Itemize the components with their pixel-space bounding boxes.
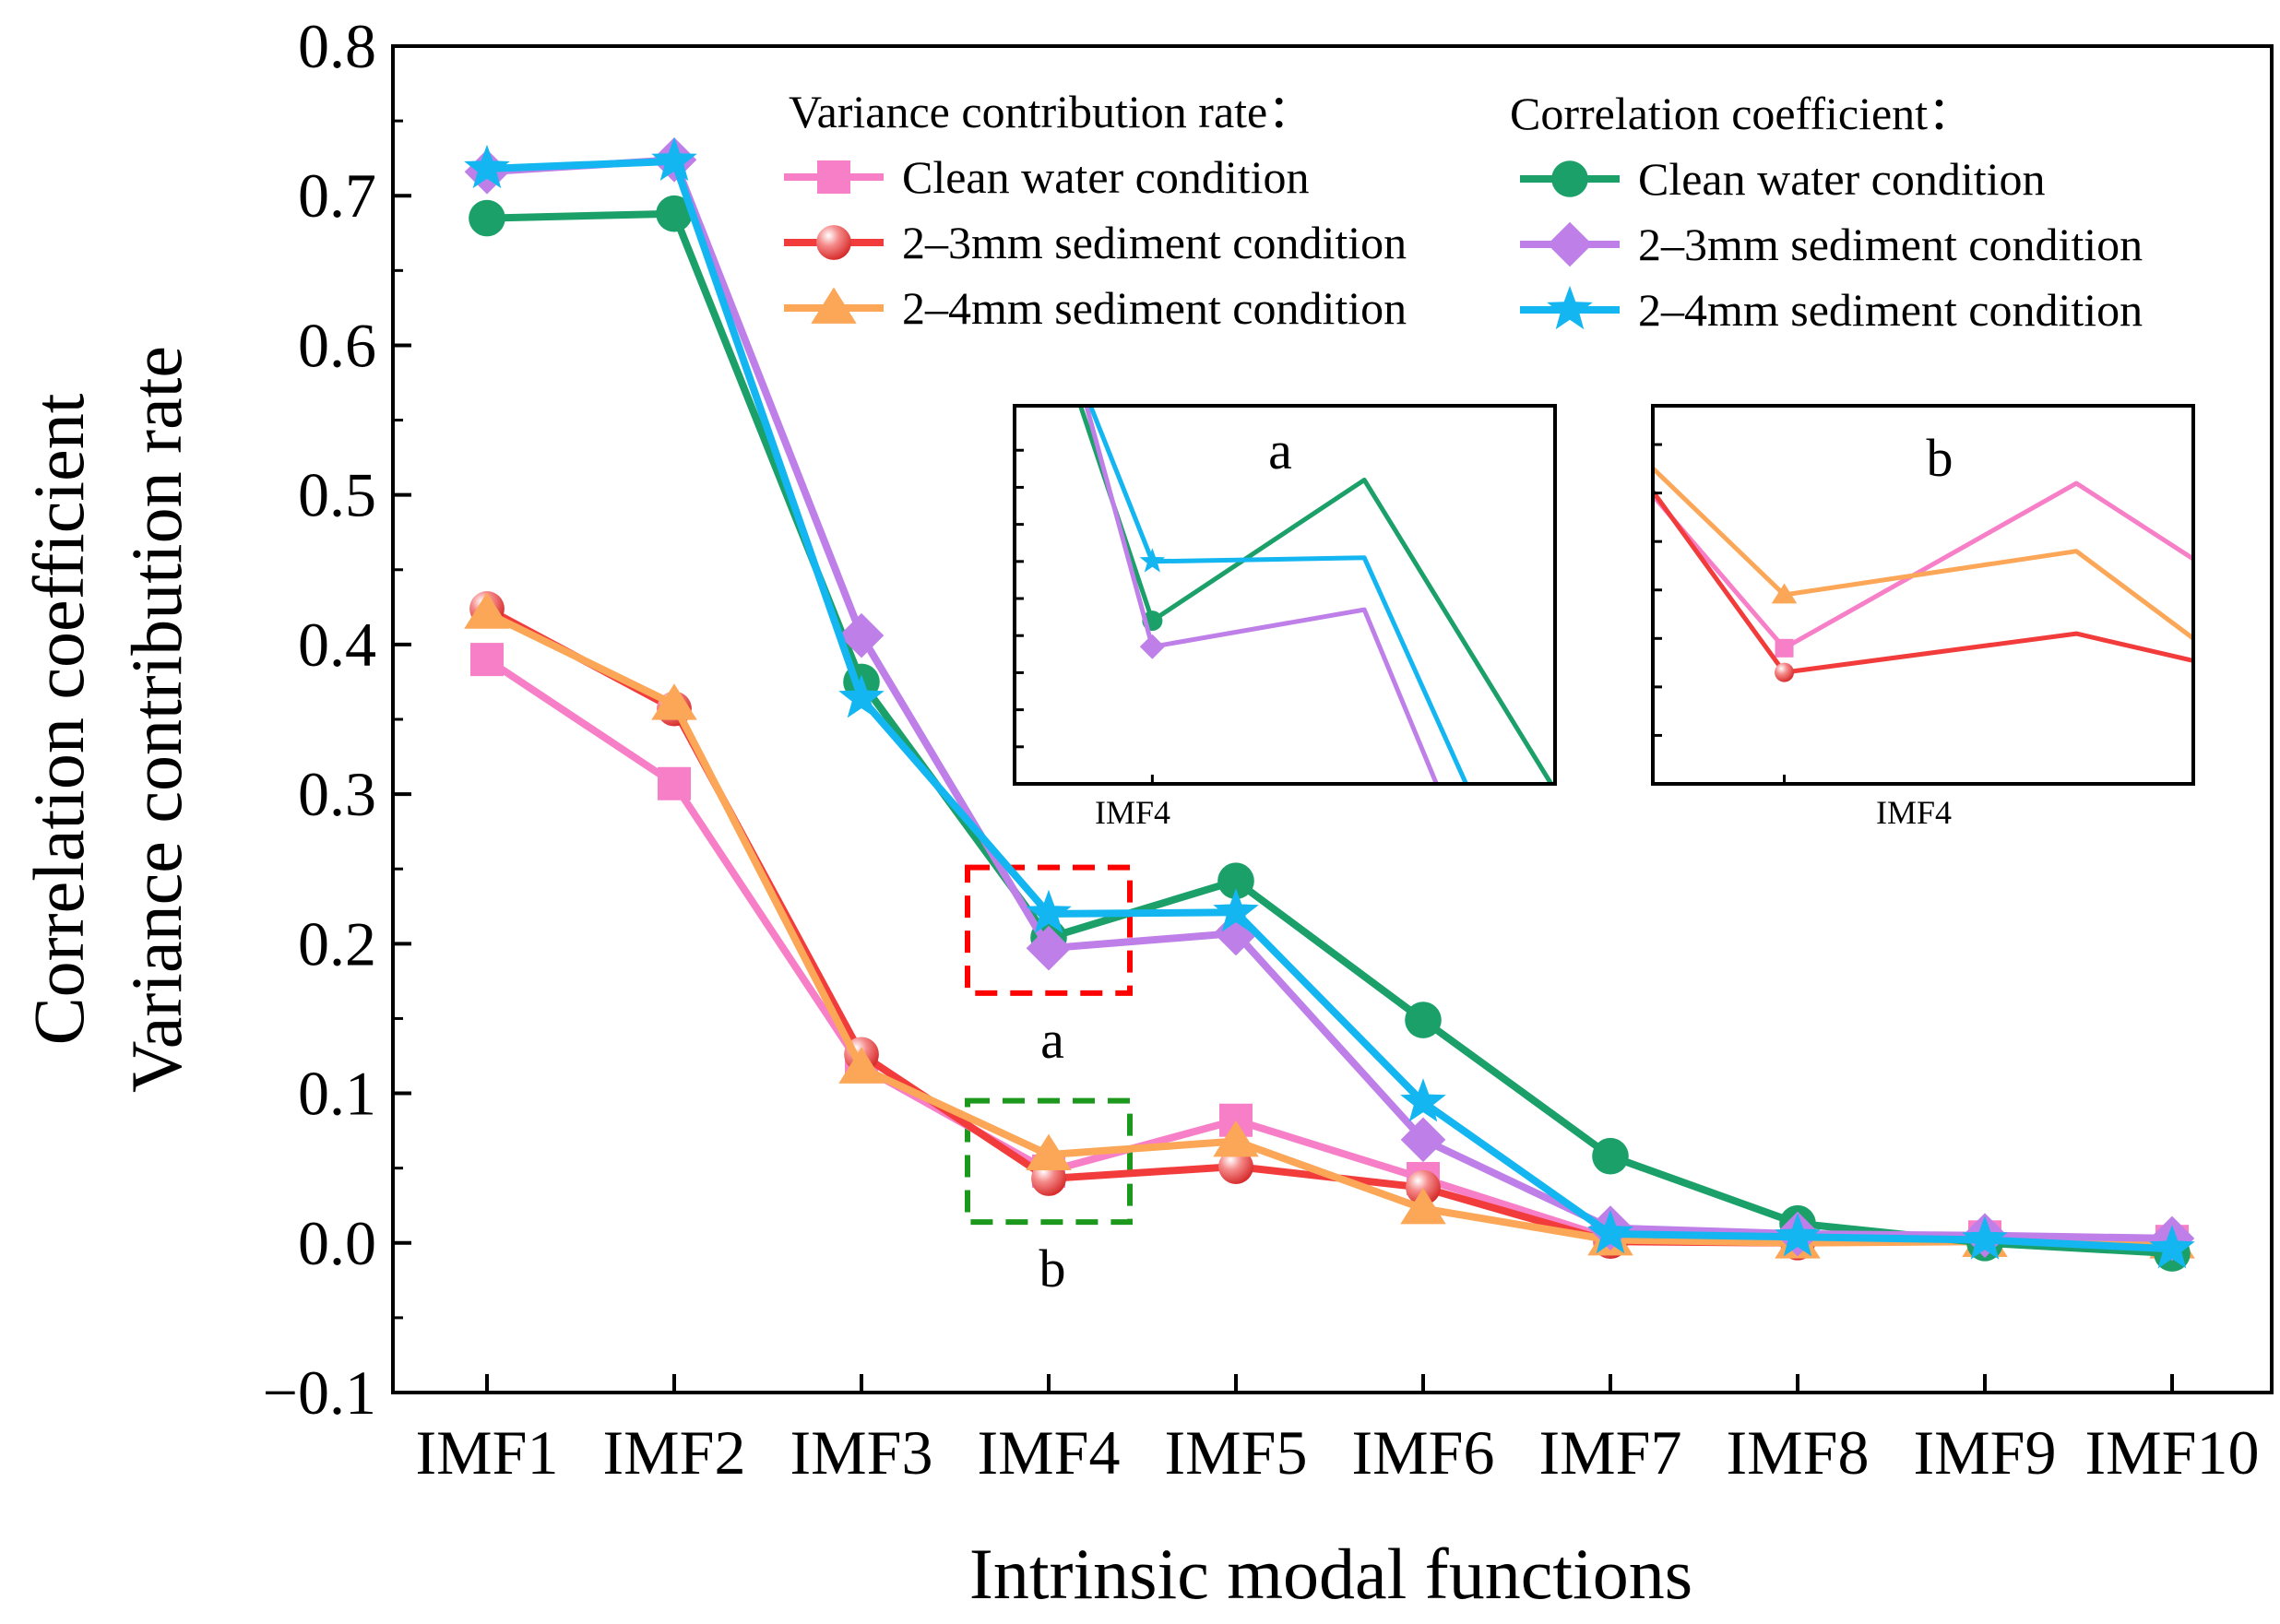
zoom-annotations: ab (965, 864, 1133, 1298)
x-axis: IMF1 IMF2 IMF3 IMF4 IMF5 IMF6 IMF7 IMF8 IMF9 IMF1… (416, 1374, 2260, 1488)
legend-marker-vcr-23 (816, 225, 851, 260)
legend-marker-vcr-24 (811, 287, 857, 324)
y-tick-label: 0.0 (298, 1208, 376, 1278)
data-point-cc-clean (1405, 1002, 1442, 1038)
legend-marker-cc-clean (1551, 160, 1588, 197)
inset-frame-b (1651, 404, 2195, 786)
data-point-cc-clean (1592, 1137, 1629, 1175)
y-tick-label: 0.7 (298, 160, 376, 231)
data-point-cc-24 (2149, 1225, 2195, 1269)
legend-group-title-1: Variance contribution rate： (789, 86, 1313, 137)
data-point-cc-clean (1217, 862, 1254, 899)
legend-label-cc-24: 2–4mm sediment condition (1638, 284, 2143, 336)
inset-series-b (1653, 465, 2193, 682)
legend-label-vcr-23: 2–3mm sediment condition (902, 217, 1407, 268)
data-point-cc-23 (838, 612, 885, 658)
inset-line-cc-clean (1077, 406, 1554, 784)
x-tick-label: IMF4 (978, 1417, 1121, 1488)
y-axis-title-line-1: Correlation coefficient (18, 393, 99, 1045)
data-point-cc-24 (464, 144, 510, 189)
inset-point-cc-23 (1139, 634, 1165, 659)
data-point-vcr-clean (658, 766, 691, 800)
y-tick-label: 0.8 (298, 11, 376, 81)
inset-series-a (1077, 406, 1554, 784)
series-line-vcr-24 (485, 610, 2173, 1247)
data-point-cc-24 (651, 136, 697, 181)
data-point-cc-24 (1400, 1078, 1446, 1122)
series-line-cc-24 (486, 157, 2173, 1253)
inset-background-b (1653, 406, 2193, 784)
x-tick-label: IMF6 (1352, 1417, 1495, 1488)
data-point-vcr-24 (1213, 1120, 1259, 1157)
inset-x-tick-label-b: IMF4 (1876, 794, 1952, 831)
data-point-vcr-24 (1026, 1133, 1072, 1170)
inset-point-vcr-clean (1775, 638, 1794, 658)
x-tick-label: IMF5 (1165, 1417, 1308, 1488)
inset-x-tick-label-a: IMF4 (1095, 794, 1170, 831)
data-point-vcr-clean (470, 643, 504, 677)
series-cc-24 (464, 136, 2195, 1269)
data-point-vcr-23 (1406, 1169, 1441, 1205)
legend-group-title-2: Correlation coefficient： (1510, 88, 1974, 139)
data-point-vcr-23 (1218, 1149, 1253, 1184)
legend-marker-cc-24 (1547, 285, 1593, 330)
inset-label-a: a (1268, 421, 1292, 480)
y-tick-label: −0.1 (263, 1357, 376, 1428)
y-tick-label: 0.5 (298, 460, 376, 530)
y-tick-label: 0.4 (298, 610, 376, 680)
x-axis-title: Intrinsic modal functions (969, 1534, 1692, 1614)
data-point-cc-clean (469, 199, 505, 237)
legend-label-cc-clean: Clean water condition (1638, 153, 2046, 205)
legend-marker-vcr-clean (817, 160, 850, 194)
data-point-cc-23 (1026, 925, 1072, 971)
x-tick-label: IMF7 (1539, 1417, 1682, 1488)
zoom-box-a (965, 864, 1133, 996)
data-point-cc-23 (1400, 1117, 1446, 1163)
x-tick-label: IMF2 (603, 1417, 746, 1488)
data-point-cc-24 (1587, 1209, 1633, 1254)
inset-point-vcr-24 (1771, 583, 1798, 604)
data-point-cc-24 (838, 674, 885, 718)
inset-frame-a (1013, 404, 1557, 786)
legend-marker-cc-23 (1547, 221, 1593, 267)
y-axis: −0.1 0.0 0.1 0.2 0.3 0.4 0.5 0.6 0.7 0.8 (263, 11, 411, 1428)
data-point-cc-24 (1213, 888, 1259, 932)
data-point-vcr-24 (464, 592, 510, 629)
x-tick-label: IMF1 (416, 1417, 559, 1488)
zoom-box-b (965, 1097, 1133, 1226)
legend-label-cc-23: 2–3mm sediment condition (1638, 219, 2143, 270)
y-tick-label: 0.3 (298, 759, 376, 829)
y-tick-label: 0.2 (298, 908, 376, 978)
legend: Variance contribution rate： Clean water c… (784, 86, 2143, 336)
data-point-vcr-24 (1400, 1187, 1446, 1225)
zoom-box-label-b: b (1039, 1239, 1066, 1298)
inset-point-vcr-23 (1775, 662, 1795, 682)
x-tick-label: IMF10 (2085, 1417, 2260, 1488)
y-tick-label: 0.6 (298, 310, 376, 380)
inset-label-b: b (1927, 428, 1953, 488)
data-point-cc-24 (1775, 1213, 1821, 1257)
x-tick-label: IMF3 (790, 1417, 933, 1488)
x-tick-label: IMF8 (1727, 1417, 1870, 1488)
y-tick-label: 0.1 (298, 1059, 376, 1129)
zoom-box-label-a: a (1040, 1010, 1064, 1070)
legend-label-vcr-clean: Clean water condition (902, 151, 1310, 203)
x-tick-label: IMF9 (1914, 1417, 2057, 1488)
inset-b: IMF4 b (1651, 404, 2195, 831)
series-layer (464, 136, 2195, 1272)
data-point-vcr-24 (651, 683, 697, 720)
data-point-cc-24 (1026, 889, 1072, 933)
inset-point-cc-24 (1139, 548, 1166, 573)
data-point-cc-clean (656, 195, 693, 232)
y-axis-title-line-2: Variance contribution rate (116, 346, 196, 1093)
data-point-cc-24 (1962, 1215, 2008, 1260)
inset-a: IMF4 a (1013, 404, 1557, 831)
series-line-cc-23 (486, 156, 2173, 1242)
data-point-vcr-24 (838, 1047, 885, 1084)
legend-label-vcr-24: 2–4mm sediment condition (902, 282, 1407, 334)
